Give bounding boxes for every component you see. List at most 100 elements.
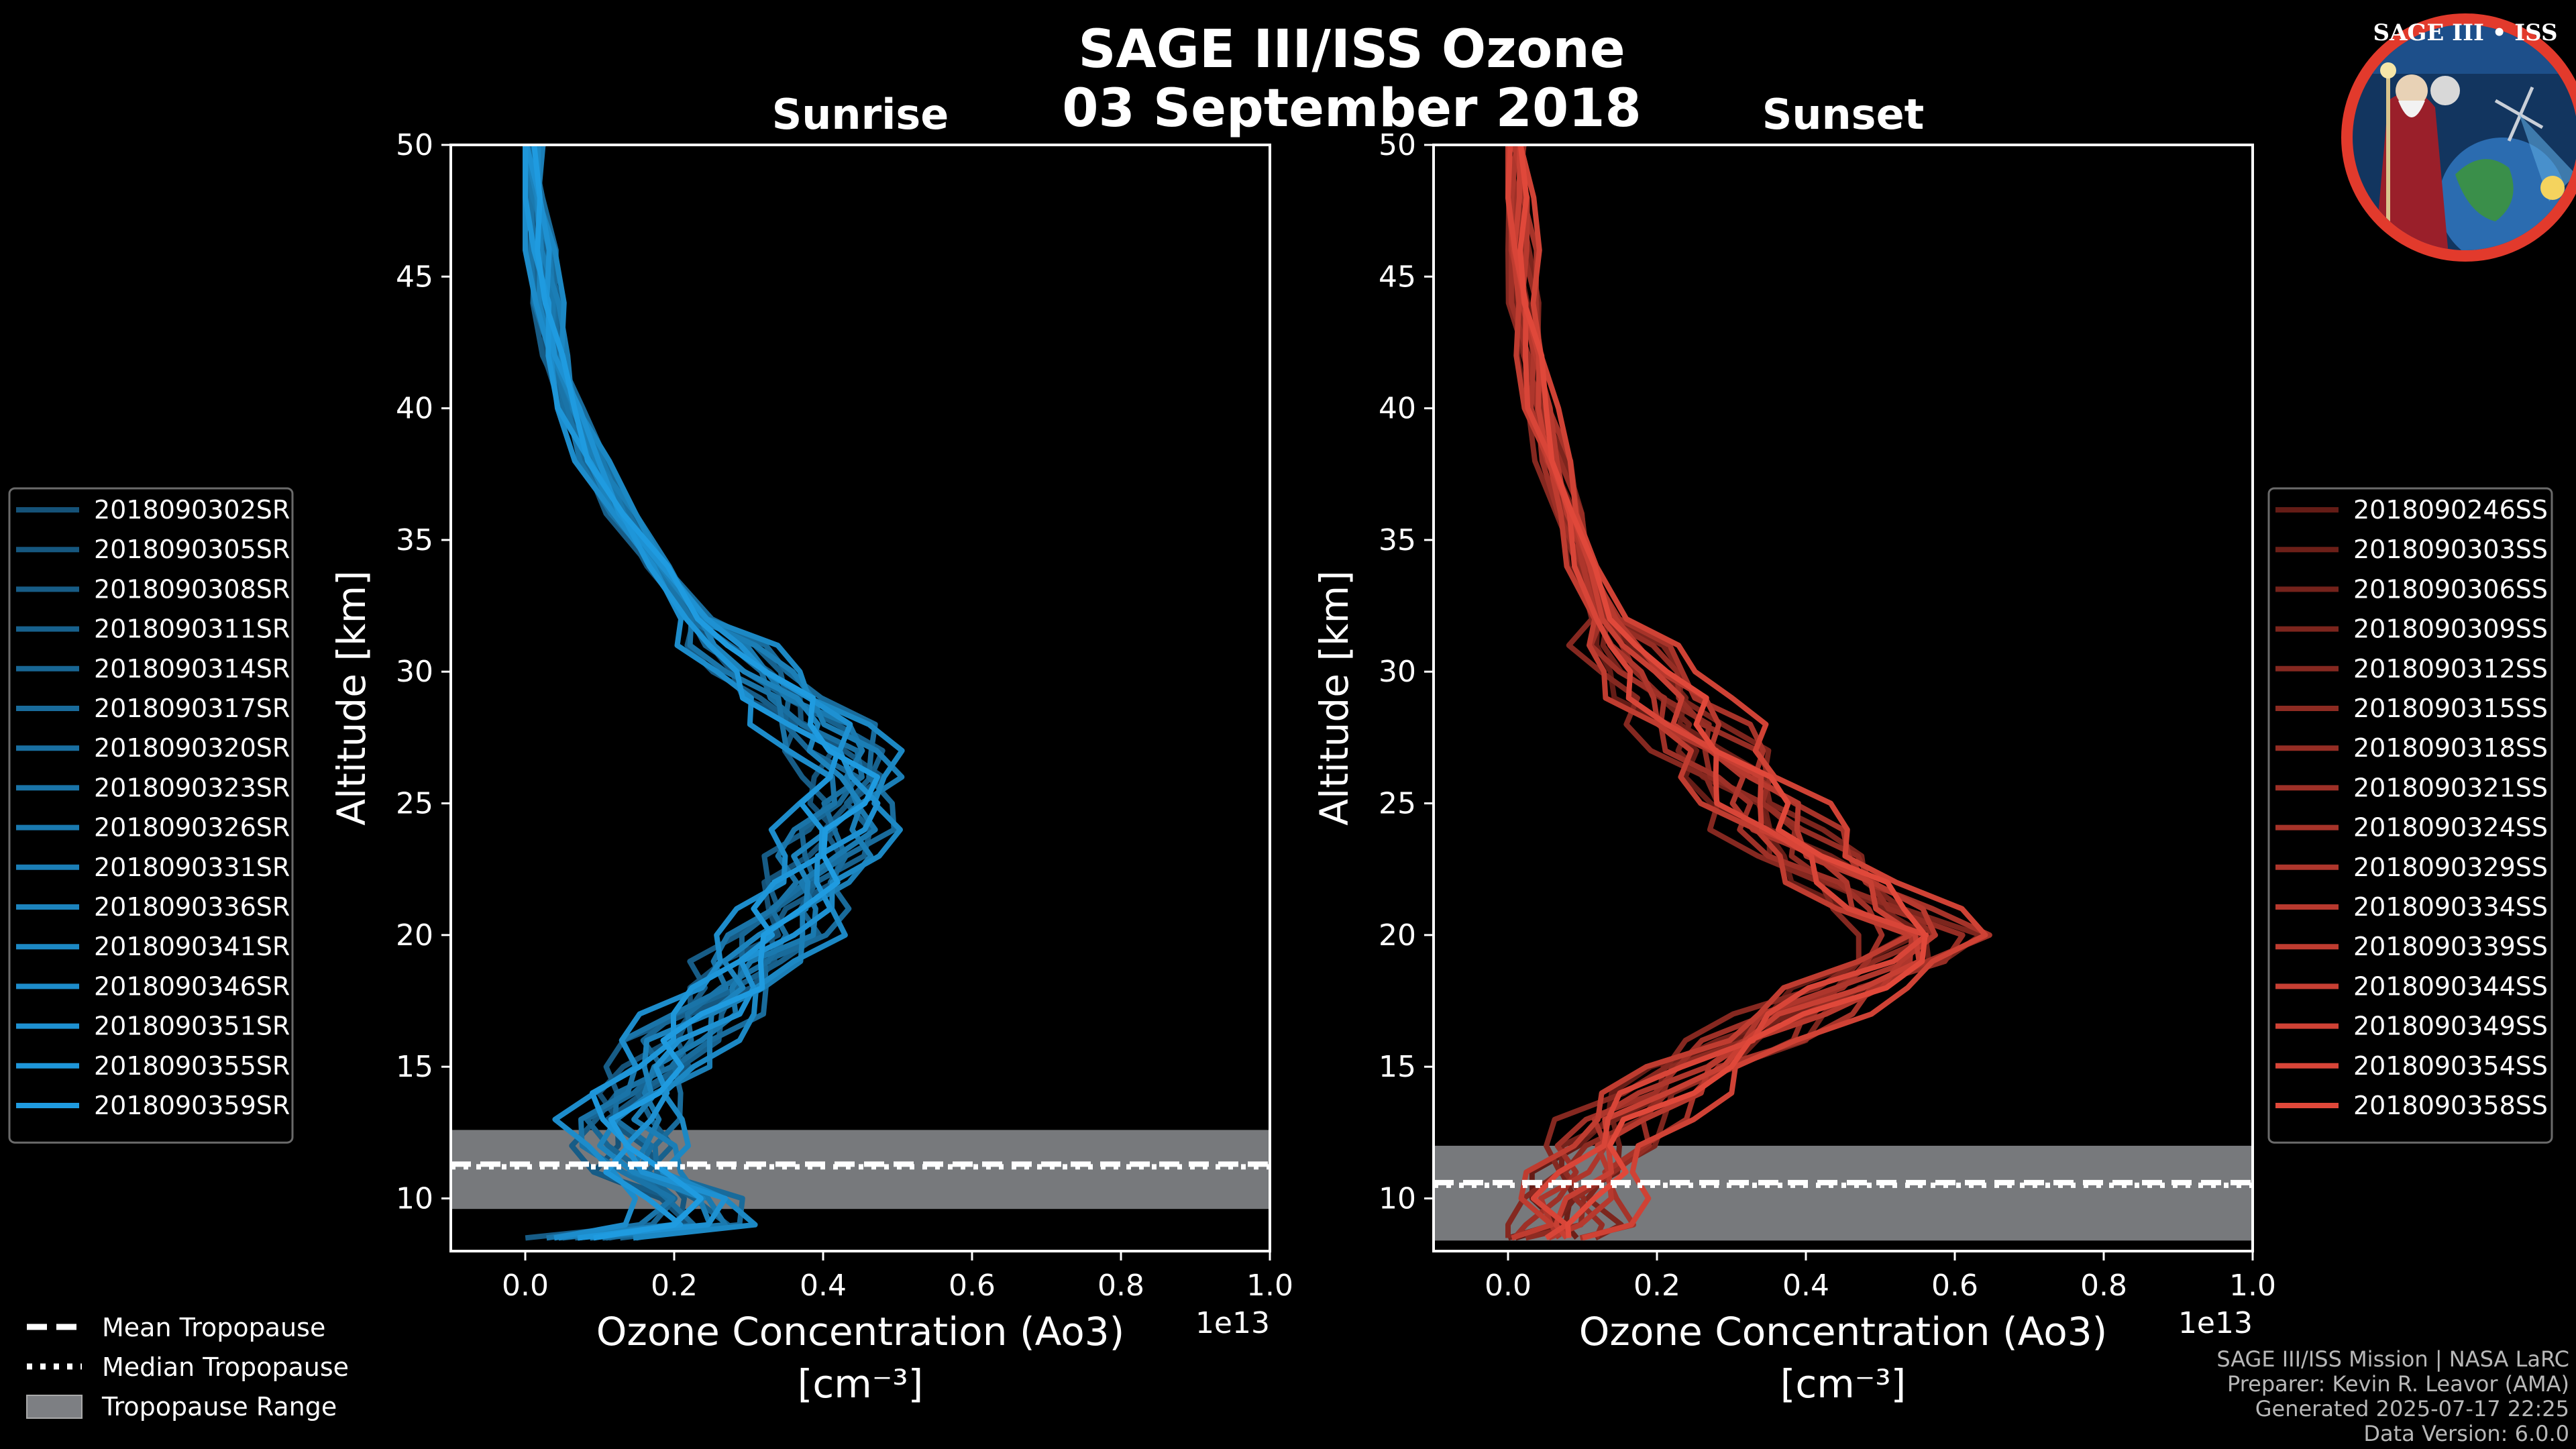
legend-entry: 2018090306SS bbox=[2353, 574, 2548, 604]
x-offset-text: 1e13 bbox=[1195, 1306, 1270, 1340]
legend-entry: 2018090326SR bbox=[94, 813, 290, 843]
legend-entry: 2018090311SR bbox=[94, 614, 290, 644]
y-axis-label: Altitude [km] bbox=[329, 570, 374, 825]
sunset-legend: 2018090246SS 2018090303SS 2018090306SS 2018… bbox=[2267, 487, 2553, 1144]
profile-line-2018090334SS bbox=[1511, 145, 1938, 1241]
profile-line-2018090355SR bbox=[523, 145, 841, 1241]
plot-frame bbox=[449, 144, 1271, 1252]
y-tick-label: 10 bbox=[1379, 1181, 1416, 1216]
y-tick-label: 25 bbox=[396, 787, 433, 821]
legend-entry: 2018090344SS bbox=[2353, 971, 2548, 1001]
x-tick-label: 0.6 bbox=[1931, 1269, 1978, 1303]
y-tick-label: 40 bbox=[396, 392, 433, 426]
credit-preparer: Preparer: Kevin R. Leavor (AMA) bbox=[2227, 1371, 2569, 1397]
y-tick-label: 30 bbox=[396, 655, 433, 689]
legend-entry: 2018090358SS bbox=[2353, 1091, 2548, 1120]
y-tick-label: 20 bbox=[396, 918, 433, 953]
sunrise-panel: 0.0 0.2 0.4 0.6 0.8 1.0 10 15 20 25 30 35 40 45 50 Sunr… bbox=[329, 90, 1293, 1407]
profile-line-2018090317SR bbox=[529, 145, 897, 1241]
legend-entry: 2018090320SR bbox=[94, 733, 290, 763]
legend-entry: 2018090302SR bbox=[94, 495, 290, 525]
legend-entry: 2018090334SS bbox=[2353, 892, 2548, 922]
x-tick-label: 0.4 bbox=[1782, 1269, 1829, 1303]
legend-entry: 2018090308SR bbox=[94, 574, 290, 604]
legend-box bbox=[8, 487, 294, 1144]
legend-entry: 2018090351SR bbox=[94, 1012, 290, 1041]
legend-entry: 2018090346SR bbox=[94, 971, 290, 1001]
y-tick-label: 15 bbox=[396, 1050, 433, 1084]
legend-entry: 2018090246SS bbox=[2353, 495, 2548, 525]
mean-tropopause-label: Mean Tropopause bbox=[102, 1313, 325, 1342]
legend-entry: 2018090331SR bbox=[94, 853, 290, 882]
panel-title: Sunset bbox=[1762, 90, 1925, 139]
profile-line-2018090346SR bbox=[523, 145, 833, 1241]
legend-box bbox=[2267, 487, 2553, 1144]
y-tick-label: 35 bbox=[1379, 523, 1416, 557]
legend-entry: 2018090312SS bbox=[2353, 654, 2548, 684]
y-tick-label: 25 bbox=[1379, 787, 1416, 821]
x-tick-label: 0.6 bbox=[949, 1269, 996, 1303]
y-tick-label: 20 bbox=[1379, 918, 1416, 953]
profile-line-2018090351SR bbox=[524, 145, 881, 1241]
x-tick-label: 0.0 bbox=[502, 1269, 549, 1303]
credit-version: Data Version: 6.0.0 bbox=[2363, 1421, 2569, 1446]
profile-line-2018090312SS bbox=[1505, 145, 1862, 1238]
figure-title-line2: 03 September 2018 bbox=[1062, 78, 1642, 139]
credits-block: SAGE III/ISS Mission | NASA LaRC Prepare… bbox=[2216, 1346, 2569, 1446]
legend-entry: 2018090341SR bbox=[94, 932, 290, 961]
tropopause-range-swatch bbox=[26, 1395, 83, 1419]
tropopause-range-label: Tropopause Range bbox=[101, 1392, 337, 1421]
x-tick-label: 0.2 bbox=[1633, 1269, 1680, 1303]
legend-entry: 2018090339SS bbox=[2353, 932, 2548, 961]
y-tick-label: 15 bbox=[1379, 1050, 1416, 1084]
legend-entry: 2018090318SS bbox=[2353, 733, 2548, 763]
credit-generated: Generated 2025-07-17 22:25 bbox=[2255, 1396, 2569, 1421]
y-tick-label: 40 bbox=[1379, 392, 1416, 426]
x-axis-unit: [cm⁻³] bbox=[1780, 1361, 1907, 1407]
legend-entry: 2018090355SR bbox=[94, 1051, 290, 1081]
profile-line-2018090320SR bbox=[525, 145, 865, 1241]
legend-entry: 2018090349SS bbox=[2353, 1012, 2548, 1041]
sunset-panel: 0.0 0.2 0.4 0.6 0.8 1.0 10 15 20 25 30 35 40 45 50 Suns… bbox=[1311, 90, 2276, 1407]
profile-line-2018090359SR bbox=[531, 145, 880, 1241]
legend-entry: 2018090321SS bbox=[2353, 773, 2548, 802]
y-tick-label: 10 bbox=[396, 1181, 433, 1216]
x-tick-label: 0.8 bbox=[2080, 1269, 2127, 1303]
legend-entry: 2018090303SS bbox=[2353, 535, 2548, 564]
profile-line-2018090358SS bbox=[1517, 145, 1928, 1238]
legend-entry: 2018090359SR bbox=[94, 1091, 290, 1120]
legend-entry: 2018090323SR bbox=[94, 773, 290, 802]
legend-entry: 2018090329SS bbox=[2353, 853, 2548, 882]
median-tropopause-label: Median Tropopause bbox=[102, 1352, 349, 1382]
legend-entry: 2018090315SS bbox=[2353, 694, 2548, 723]
profile-line-2018090311SR bbox=[529, 145, 885, 1241]
x-tick-label: 0.8 bbox=[1097, 1269, 1144, 1303]
y-tick-label: 50 bbox=[1379, 128, 1416, 162]
legend-entry: 2018090314SR bbox=[94, 654, 290, 684]
logo-name: SAGE III • ISS bbox=[2373, 19, 2557, 46]
x-tick-label: 0.4 bbox=[800, 1269, 847, 1303]
legend-entry: 2018090336SR bbox=[94, 892, 290, 922]
profile-line-2018090349SS bbox=[1517, 145, 1988, 1241]
sage-iii-iss-logo: SAGE III • ISS bbox=[2341, 13, 2576, 262]
x-axis-unit: [cm⁻³] bbox=[798, 1361, 924, 1407]
credit-mission: SAGE III/ISS Mission | NASA LaRC bbox=[2216, 1346, 2569, 1372]
profile-line-2018090341SR bbox=[535, 145, 905, 1241]
y-tick-label: 45 bbox=[396, 260, 433, 294]
sunrise-legend: 2018090302SR 2018090305SR 2018090308SR 2018… bbox=[8, 487, 294, 1144]
x-tick-label: 0.2 bbox=[651, 1269, 698, 1303]
panel-title: Sunrise bbox=[772, 90, 949, 139]
legend-entry: 2018090305SR bbox=[94, 535, 290, 564]
profile-line-2018090324SS bbox=[1515, 145, 1992, 1241]
profile-line-2018090326SR bbox=[525, 145, 878, 1241]
legend-entry: 2018090354SS bbox=[2353, 1051, 2548, 1081]
x-tick-label: 1.0 bbox=[1246, 1269, 1293, 1303]
x-axis-label: Ozone Concentration (Ao3) bbox=[596, 1309, 1125, 1354]
legend-entry: 2018090317SR bbox=[94, 694, 290, 723]
profile-line-2018090305SR bbox=[533, 145, 885, 1241]
profile-line-2018090331SR bbox=[535, 145, 905, 1241]
y-axis-label: Altitude [km] bbox=[1311, 570, 1357, 825]
y-tick-label: 35 bbox=[396, 523, 433, 557]
legend-entry: 2018090309SS bbox=[2353, 614, 2548, 644]
